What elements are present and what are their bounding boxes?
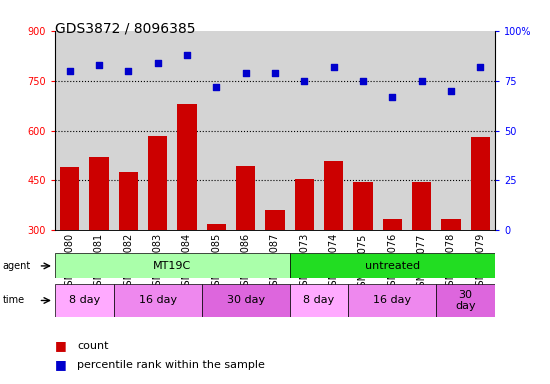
Point	[65, 68, 74, 74]
Point	[95, 61, 103, 68]
Text: time: time	[3, 295, 25, 306]
Point	[300, 78, 309, 84]
Point	[359, 78, 367, 84]
Point	[124, 68, 133, 74]
Text: untreated: untreated	[365, 261, 420, 271]
Bar	[90, 157, 108, 230]
Bar	[290, 253, 495, 278]
Text: count: count	[77, 341, 108, 351]
Bar	[266, 210, 284, 230]
Bar	[202, 284, 290, 317]
Text: 16 day: 16 day	[373, 295, 411, 306]
Bar	[178, 104, 196, 230]
Text: 30
day: 30 day	[455, 290, 476, 311]
Bar	[412, 182, 431, 230]
Bar	[60, 167, 79, 230]
Text: ■: ■	[55, 358, 67, 371]
Bar	[436, 284, 495, 317]
Text: GDS3872 / 8096385: GDS3872 / 8096385	[55, 21, 195, 35]
Point	[241, 70, 250, 76]
Text: percentile rank within the sample: percentile rank within the sample	[77, 360, 265, 370]
Text: agent: agent	[3, 261, 31, 271]
Point	[153, 60, 162, 66]
Point	[183, 51, 191, 58]
Bar	[236, 166, 255, 230]
Bar	[290, 284, 348, 317]
Point	[417, 78, 426, 84]
Bar	[354, 182, 372, 230]
Bar	[442, 219, 460, 230]
Text: MT19C: MT19C	[153, 261, 191, 271]
Bar	[55, 284, 114, 317]
Point	[329, 64, 338, 70]
Text: 8 day: 8 day	[69, 295, 100, 306]
Point	[271, 70, 279, 76]
Bar	[207, 224, 226, 230]
Bar	[119, 172, 138, 230]
Text: 16 day: 16 day	[139, 295, 177, 306]
Bar	[55, 253, 290, 278]
Text: 30 day: 30 day	[227, 295, 265, 306]
Bar	[295, 179, 314, 230]
Text: 8 day: 8 day	[304, 295, 334, 306]
Point	[212, 84, 221, 90]
Point	[447, 88, 455, 94]
Bar	[383, 219, 402, 230]
Bar	[324, 161, 343, 230]
Bar	[114, 284, 202, 317]
Text: ■: ■	[55, 339, 67, 352]
Bar	[348, 284, 436, 317]
Point	[388, 94, 397, 100]
Bar	[471, 137, 490, 230]
Point	[476, 64, 485, 70]
Bar	[148, 136, 167, 230]
